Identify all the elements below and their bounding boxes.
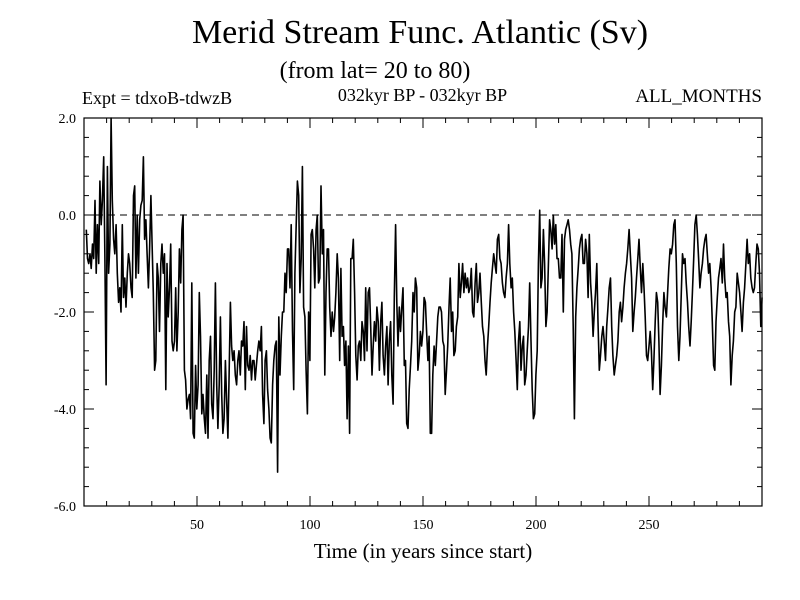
period-label: 032kyr BP - 032kyr BP xyxy=(337,85,508,105)
y-tick-label: 0.0 xyxy=(59,209,77,224)
x-axis-label: Time (in years since start) xyxy=(314,539,533,563)
chart-subtitle: (from lat= 20 to 80) xyxy=(279,58,471,84)
x-tick-label: 100 xyxy=(300,518,321,533)
x-tick-label: 250 xyxy=(639,518,660,533)
experiment-label: Expt = tdxoB-tdwzB xyxy=(82,88,233,108)
months-label: ALL_MONTHS xyxy=(635,86,762,107)
x-tick-label: 150 xyxy=(413,518,434,533)
y-tick-label: -2.0 xyxy=(54,306,76,321)
x-tick-label: 200 xyxy=(526,518,547,533)
plot-frame xyxy=(83,117,763,507)
y-tick-label: -4.0 xyxy=(54,403,76,418)
y-tick-label: 2.0 xyxy=(59,112,77,127)
y-tick-label: -6.0 xyxy=(54,500,76,515)
x-tick-label: 50 xyxy=(190,518,204,533)
chart-title: Merid Stream Func. Atlantic (Sv) xyxy=(191,14,649,51)
series-line xyxy=(85,117,763,473)
